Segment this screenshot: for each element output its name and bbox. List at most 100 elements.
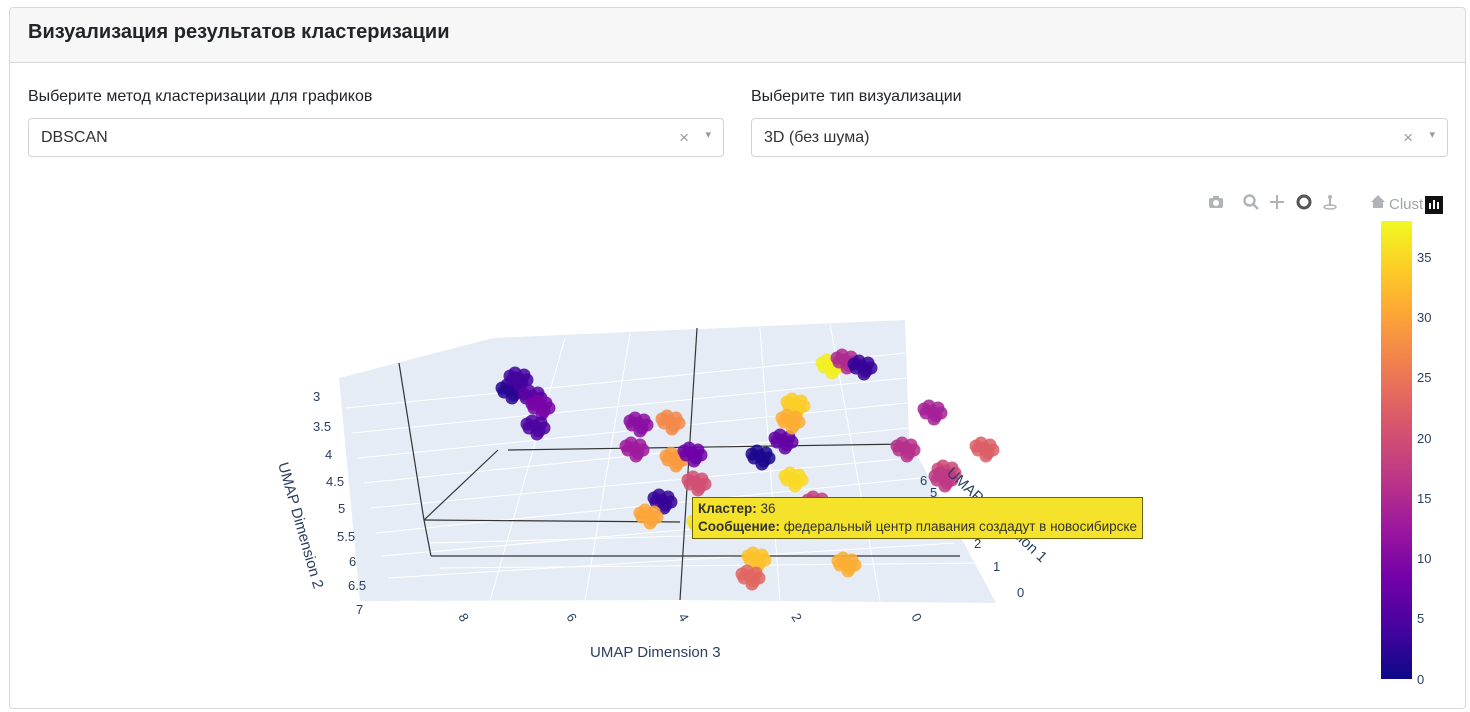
cluster-point-group[interactable]: [917, 399, 948, 426]
scatter3d-chart[interactable]: 3 3.5 4 4.5 5 5.5 6 6.5 7 8 6 4 2 0 0 1 …: [10, 8, 1466, 709]
x-tick-label: 1: [993, 559, 1000, 574]
y-tick-label: 3.5: [313, 419, 331, 434]
scatter-point[interactable]: [890, 439, 904, 453]
scatter-point[interactable]: [503, 369, 517, 383]
method-chevron-down-icon[interactable]: ▾: [705, 129, 711, 141]
cluster-point-group[interactable]: [745, 444, 776, 471]
cluster-point-group[interactable]: [778, 466, 809, 493]
hover-tooltip: Кластер: 36 Сообщение: федеральный центр…: [692, 497, 1143, 539]
cluster-point-group[interactable]: [741, 546, 772, 573]
scatter-point[interactable]: [755, 457, 769, 471]
orbit-icon[interactable]: [1293, 194, 1315, 216]
scatter-point[interactable]: [917, 402, 931, 416]
cluster-point-group[interactable]: [677, 441, 708, 468]
scatter-point[interactable]: [659, 449, 673, 463]
cluster-point-group[interactable]: [655, 409, 686, 436]
cluster-point-group[interactable]: [969, 436, 1000, 463]
scatter-point[interactable]: [847, 357, 861, 371]
cluster-point-group[interactable]: [495, 378, 526, 405]
scatter-point[interactable]: [665, 422, 679, 436]
scatter-point[interactable]: [623, 414, 637, 428]
scatter-point[interactable]: [655, 412, 669, 426]
scatter-point[interactable]: [928, 469, 942, 483]
scatter-point[interactable]: [643, 516, 657, 530]
scatter-point[interactable]: [938, 479, 952, 493]
cluster-point-group[interactable]: [681, 470, 712, 497]
scatter-point[interactable]: [815, 356, 829, 370]
colorbar-tick-label: 25: [1417, 370, 1431, 385]
cluster-point-group[interactable]: [928, 466, 959, 493]
scatter-point[interactable]: [979, 449, 993, 463]
turntable-icon[interactable]: [1319, 194, 1341, 216]
cluster-point-group[interactable]: [831, 551, 862, 578]
cluster-point-group[interactable]: [633, 503, 664, 530]
camera-icon[interactable]: [1205, 194, 1227, 216]
scatter-point[interactable]: [633, 424, 647, 438]
scatter-point[interactable]: [778, 469, 792, 483]
cluster-point-group[interactable]: [619, 436, 650, 463]
cluster-point-group[interactable]: [623, 411, 654, 438]
viz-type-chevron-down-icon[interactable]: ▾: [1429, 129, 1435, 141]
scatter-point[interactable]: [520, 417, 534, 431]
scatter-point[interactable]: [778, 441, 792, 455]
scatter-point[interactable]: [927, 412, 941, 426]
viz-type-clear-icon[interactable]: ×: [1403, 128, 1413, 147]
y-tick-label: 5: [338, 501, 345, 516]
scatter-point[interactable]: [677, 444, 691, 458]
scatter-point[interactable]: [633, 506, 647, 520]
scatter-point[interactable]: [657, 501, 671, 515]
cluster-point-group[interactable]: [815, 353, 846, 380]
scatter-point[interactable]: [735, 567, 749, 581]
method-select-value: DBSCAN: [41, 129, 108, 146]
cluster-point-group[interactable]: [503, 366, 534, 393]
cluster-point-group[interactable]: [775, 408, 806, 435]
method-select[interactable]: DBSCAN × ▾: [28, 118, 724, 157]
cluster-point-group[interactable]: [647, 488, 678, 515]
scatter-point[interactable]: [900, 449, 914, 463]
scatter-point[interactable]: [495, 381, 509, 395]
scatter-point[interactable]: [969, 439, 983, 453]
z-tick-label: 6: [563, 611, 580, 625]
scatter-point[interactable]: [619, 439, 633, 453]
scatter-point[interactable]: [525, 397, 539, 411]
plotly-logo-icon[interactable]: [1425, 196, 1443, 214]
scatter-point[interactable]: [780, 395, 794, 409]
scatter-point[interactable]: [629, 449, 643, 463]
tooltip-cluster-value: 36: [760, 501, 776, 516]
colorbar[interactable]: [1381, 221, 1412, 679]
cluster-point-group[interactable]: [890, 436, 921, 463]
scatter-point[interactable]: [517, 387, 531, 401]
method-clear-icon[interactable]: ×: [679, 128, 689, 147]
colorbar-tick-label: 5: [1417, 611, 1424, 626]
scatter-point[interactable]: [741, 549, 755, 563]
scatter-point[interactable]: [745, 447, 759, 461]
cluster-point-group[interactable]: [525, 394, 556, 421]
scatter-point[interactable]: [530, 427, 544, 441]
scatter-point[interactable]: [647, 491, 661, 505]
scatter-point[interactable]: [691, 483, 705, 497]
colorbar-tick-label: 30: [1417, 310, 1431, 325]
scatter-point[interactable]: [785, 421, 799, 435]
cluster-point-group[interactable]: [847, 354, 878, 381]
scatter-point[interactable]: [768, 431, 782, 445]
cluster-point-group[interactable]: [659, 446, 690, 473]
pan-icon[interactable]: [1266, 194, 1288, 216]
zoom-icon[interactable]: [1240, 194, 1262, 216]
scatter-point[interactable]: [745, 577, 759, 591]
cluster-point-group[interactable]: [735, 564, 766, 591]
home-icon[interactable]: [1367, 194, 1389, 216]
scatter-point[interactable]: [857, 367, 871, 381]
scatter-point[interactable]: [505, 391, 519, 405]
scatter-point[interactable]: [681, 473, 695, 487]
cluster-point-group[interactable]: [520, 414, 551, 441]
scatter-point[interactable]: [775, 411, 789, 425]
scatter-point[interactable]: [788, 479, 802, 493]
scatter-point[interactable]: [841, 564, 855, 578]
z-axis-title: UMAP Dimension 3: [590, 644, 721, 661]
scatter-point[interactable]: [830, 351, 844, 365]
scatter-point[interactable]: [831, 554, 845, 568]
viz-type-select[interactable]: 3D (без шума) × ▾: [751, 118, 1448, 157]
scatter-point[interactable]: [687, 454, 701, 468]
scatter-point[interactable]: [669, 459, 683, 473]
scatter-point[interactable]: [825, 366, 839, 380]
